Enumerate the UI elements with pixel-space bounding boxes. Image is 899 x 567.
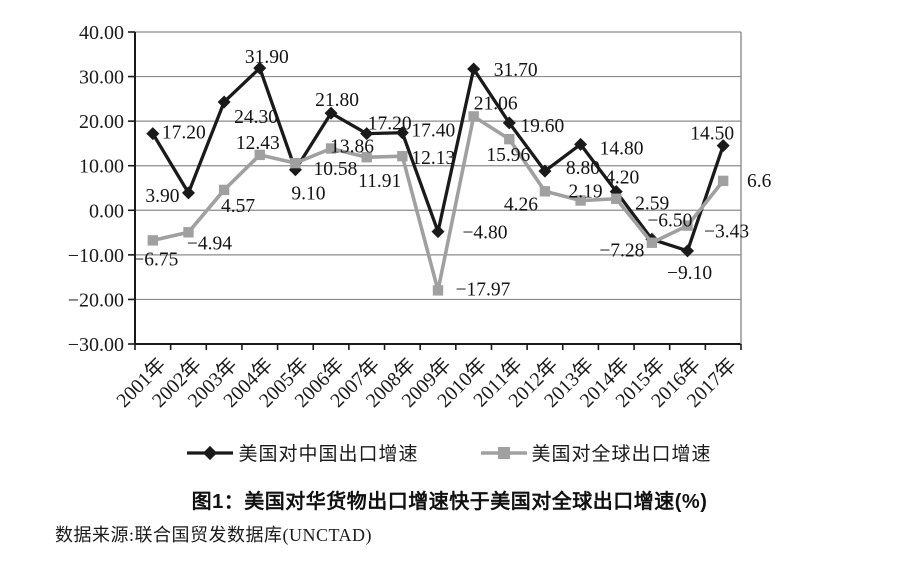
data-label: 17.20 bbox=[368, 114, 412, 135]
data-point-marker bbox=[467, 62, 481, 76]
legend-diamond-marker-icon bbox=[187, 445, 234, 460]
legend: 美国对中国出口增速 美国对全球出口增速 bbox=[0, 439, 899, 466]
data-label: −4.94 bbox=[187, 233, 232, 254]
y-axis-label: 0.00 bbox=[89, 200, 124, 222]
chart-title: 图1：美国对华货物出口增速快于美国对全球出口增速(%) bbox=[191, 491, 708, 513]
data-point-marker bbox=[468, 111, 479, 122]
data-label: −6.75 bbox=[133, 249, 178, 270]
data-point-marker bbox=[717, 175, 729, 187]
data-point-marker bbox=[539, 186, 551, 197]
data-point-marker bbox=[646, 237, 658, 248]
data-label: 31.70 bbox=[494, 60, 538, 81]
legend-square-marker-icon bbox=[480, 446, 527, 459]
data-label: 9.10 bbox=[291, 184, 325, 205]
legend-label-china: 美国对中国出口增速 bbox=[238, 444, 419, 465]
data-point-marker bbox=[431, 225, 445, 239]
data-label: 21.80 bbox=[315, 90, 359, 111]
data-label: 11.91 bbox=[358, 171, 401, 192]
data-point-marker bbox=[324, 106, 338, 120]
data-label: −3.43 bbox=[704, 222, 749, 243]
data-label: −9.10 bbox=[667, 263, 712, 284]
data-label: −6.50 bbox=[647, 210, 692, 231]
data-label: 2.59 bbox=[635, 194, 669, 215]
data-point-marker bbox=[361, 152, 372, 163]
data-point-marker bbox=[504, 133, 515, 145]
data-point-marker bbox=[218, 184, 230, 196]
data-label: 15.96 bbox=[486, 145, 530, 166]
data-point-marker bbox=[253, 61, 267, 75]
legend-item-global: 美国对全球出口增速 bbox=[480, 439, 712, 466]
y-axis-label: 40.00 bbox=[79, 22, 124, 44]
data-point-marker bbox=[146, 127, 160, 141]
data-label: 13.86 bbox=[330, 137, 374, 158]
legend-item-china: 美国对中国出口增速 bbox=[187, 439, 418, 466]
data-point-marker bbox=[325, 143, 337, 154]
data-label: 12.13 bbox=[411, 148, 455, 169]
data-point-marker bbox=[574, 137, 588, 151]
data-label: 3.90 bbox=[145, 186, 179, 207]
data-point-marker bbox=[502, 116, 516, 130]
data-point-marker bbox=[147, 235, 159, 246]
data-point-marker bbox=[538, 164, 552, 178]
data-label: 8.80 bbox=[566, 158, 600, 179]
y-axis-label: −20.00 bbox=[68, 289, 124, 311]
data-point-marker bbox=[395, 126, 409, 140]
y-axis-label: 30.00 bbox=[79, 67, 124, 89]
y-axis-label: 10.00 bbox=[79, 156, 124, 178]
data-point-marker bbox=[254, 149, 265, 161]
data-label: 17.40 bbox=[411, 121, 455, 142]
data-label: 4.26 bbox=[504, 194, 538, 215]
data-label: 4.57 bbox=[221, 196, 255, 217]
data-label: 14.80 bbox=[600, 138, 644, 159]
data-label: −17.97 bbox=[456, 279, 511, 300]
data-label: 19.60 bbox=[520, 116, 564, 137]
data-point-marker bbox=[611, 193, 622, 204]
data-point-marker bbox=[183, 227, 194, 238]
data-label: 12.43 bbox=[236, 133, 280, 154]
data-label: −4.80 bbox=[462, 223, 507, 244]
data-label: 31.90 bbox=[245, 47, 289, 68]
data-point-marker bbox=[397, 151, 408, 162]
data-label: 4.20 bbox=[605, 168, 639, 189]
data-label: 17.20 bbox=[162, 123, 206, 144]
chart-canvas: 40.00 30.00 20.00 10.00 0.00 −10.00 −20.00 −30.… bbox=[68, 22, 772, 412]
data-label: 14.50 bbox=[690, 124, 734, 145]
data-point-marker bbox=[360, 127, 374, 141]
data-label: 21.06 bbox=[474, 93, 518, 114]
data-point-marker bbox=[290, 157, 301, 169]
data-label: 10.58 bbox=[313, 159, 357, 180]
data-point-marker bbox=[681, 244, 695, 258]
data-point-marker bbox=[432, 285, 444, 296]
y-axis-label: 20.00 bbox=[79, 111, 124, 133]
data-label: 2.19 bbox=[569, 182, 603, 203]
y-axis-label: −30.00 bbox=[68, 334, 124, 356]
data-label: 24.30 bbox=[234, 107, 278, 128]
legend-label-global: 美国对全球出口增速 bbox=[531, 444, 712, 465]
data-source: 数据来源:联合国贸发数据库(UNCTAD) bbox=[55, 525, 373, 545]
data-point-marker bbox=[682, 220, 693, 231]
data-point-marker bbox=[575, 195, 586, 206]
data-label: 6.6 bbox=[747, 171, 772, 192]
y-axis-label: −10.00 bbox=[68, 245, 124, 267]
data-label: −7.28 bbox=[599, 241, 644, 262]
data-point-marker bbox=[181, 186, 195, 200]
